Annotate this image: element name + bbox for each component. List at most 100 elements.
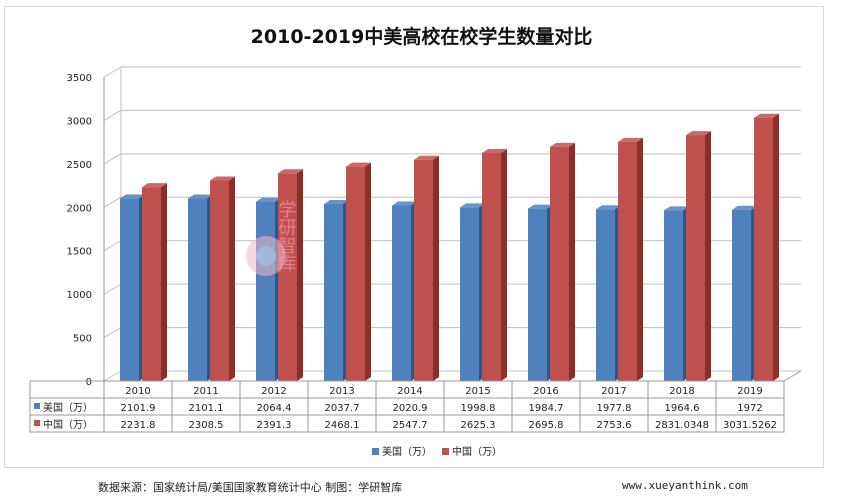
bar-side xyxy=(433,155,439,381)
bar-front xyxy=(528,208,547,381)
bar-top xyxy=(686,131,711,136)
x-tick-label: 2012 xyxy=(261,386,286,397)
bar-top xyxy=(550,142,575,147)
table-legend-key xyxy=(34,420,40,426)
bar-side xyxy=(569,142,575,381)
legend-key xyxy=(372,448,379,455)
x-tick-label: 2011 xyxy=(193,386,218,397)
x-tick-label: 2010 xyxy=(125,386,150,397)
table-cell: 2831.0348 xyxy=(655,420,709,431)
bar-1-2014 xyxy=(414,155,439,381)
y-tick-label: 500 xyxy=(73,334,92,345)
bar-0-2018 xyxy=(664,206,689,381)
x-tick-label: 2014 xyxy=(397,386,422,397)
bar-front xyxy=(346,166,365,381)
bar-front xyxy=(414,159,433,381)
bar-0-2016 xyxy=(528,204,553,381)
bar-1-2015 xyxy=(482,148,507,381)
bar-1-2011 xyxy=(210,176,235,381)
bar-top xyxy=(414,155,439,160)
bar-top xyxy=(324,200,349,205)
bar-side xyxy=(705,131,711,381)
bar-front xyxy=(460,207,479,381)
x-tick-label: 2016 xyxy=(533,386,558,397)
table-cell: 3031.5262 xyxy=(723,420,777,431)
bar-0-2019 xyxy=(732,205,757,381)
bar-side xyxy=(773,113,779,381)
bar-side xyxy=(501,148,507,381)
bar-0-2013 xyxy=(324,200,349,381)
svg-text:学研智库: 学研智库 xyxy=(276,200,297,272)
bar-front xyxy=(732,209,751,381)
bar-front xyxy=(392,205,411,381)
y-tick-label: 2000 xyxy=(67,203,92,214)
bar-top xyxy=(754,113,779,118)
x-tick-label: 2019 xyxy=(737,386,762,397)
y-tick-label: 1000 xyxy=(67,290,92,301)
bar-side xyxy=(229,176,235,381)
bar-1-2017 xyxy=(618,137,643,381)
bar-top xyxy=(732,205,757,210)
bar-0-2011 xyxy=(188,194,213,381)
table-series-name: 中国（万） xyxy=(43,418,93,431)
table-series-name: 美国（万） xyxy=(43,401,93,414)
chart-title: 2010-2019中美高校在校学生数量对比 xyxy=(250,26,593,48)
y-tick-label: 3000 xyxy=(67,116,92,127)
bar-front xyxy=(618,141,637,381)
bar-top xyxy=(120,194,145,199)
bar-top xyxy=(188,194,213,199)
bar-front xyxy=(120,198,139,381)
bar-front xyxy=(278,173,297,381)
table-cell: 2037.7 xyxy=(325,403,360,414)
bar-1-2018 xyxy=(686,131,711,381)
floor-side-edge xyxy=(783,370,802,382)
x-tick-label: 2013 xyxy=(329,386,354,397)
table-cell: 2391.3 xyxy=(257,420,292,431)
table-cell: 2020.9 xyxy=(393,403,428,414)
table-legend-key xyxy=(34,403,40,409)
bar-top xyxy=(256,197,281,202)
bar-top xyxy=(482,148,507,153)
bar-front xyxy=(142,187,161,381)
table-cell: 2468.1 xyxy=(325,420,360,431)
bar-side xyxy=(161,183,167,381)
bar-0-2017 xyxy=(596,205,621,381)
bar-front xyxy=(664,210,683,381)
bar-0-2010 xyxy=(120,194,145,381)
gridline xyxy=(103,109,801,121)
legend-key xyxy=(442,448,449,455)
bar-front xyxy=(188,198,207,381)
bar-0-2015 xyxy=(460,203,485,381)
bar-top xyxy=(596,205,621,210)
table-cell: 2753.6 xyxy=(597,420,632,431)
table-cell: 1977.8 xyxy=(597,403,632,414)
table-cell: 1972 xyxy=(737,403,762,414)
bar-1-2012 xyxy=(278,169,303,381)
watermark-logo: 学研智库 xyxy=(246,200,297,276)
bar-0-2014 xyxy=(392,201,417,381)
bar-1-2019 xyxy=(754,113,779,381)
y-tick-label: 2500 xyxy=(67,160,92,171)
bar-top xyxy=(392,201,417,206)
table-cell: 2625.3 xyxy=(461,420,496,431)
bar-top xyxy=(278,169,303,174)
x-tick-label: 2018 xyxy=(669,386,694,397)
y-tick-label: 0 xyxy=(86,377,92,388)
bar-1-2013 xyxy=(346,162,371,381)
bar-top xyxy=(528,204,553,209)
bar-top xyxy=(346,162,371,167)
x-tick-label: 2017 xyxy=(601,386,626,397)
bar-top xyxy=(460,203,485,208)
bar-front xyxy=(482,152,501,381)
bar-side xyxy=(297,169,303,381)
table-cell: 2547.7 xyxy=(393,420,428,431)
bar-side xyxy=(365,162,371,381)
footer-source: 数据来源：国家统计局/美国国家教育统计中心 制图：学研智库 xyxy=(98,481,403,494)
gridline xyxy=(103,66,801,78)
footer-site: www.xueyanthink.com xyxy=(622,479,748,492)
bar-front xyxy=(550,146,569,381)
table-cell: 2064.4 xyxy=(257,403,292,414)
bar-front xyxy=(210,180,229,381)
bar-top xyxy=(664,206,689,211)
